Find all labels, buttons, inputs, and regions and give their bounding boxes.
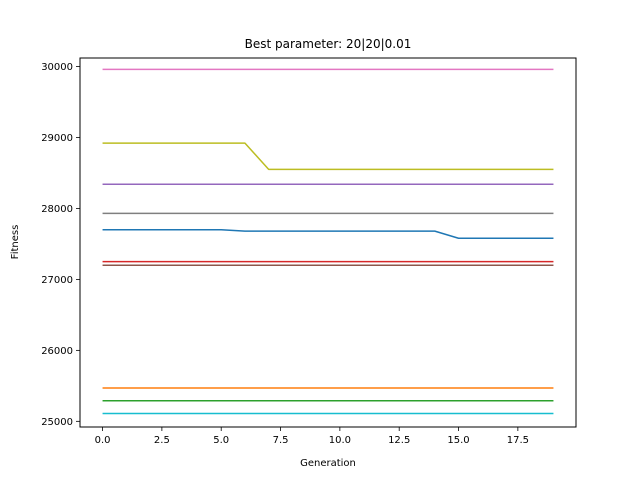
y-tick-label: 29000	[41, 133, 73, 144]
chart-title: Best parameter: 20|20|0.01	[245, 37, 412, 51]
x-tick-label: 10.0	[329, 435, 351, 446]
x-tick-label: 2.5	[154, 435, 170, 446]
x-tick-label: 0.0	[95, 435, 111, 446]
y-axis-label: Fitness	[10, 225, 21, 260]
x-tick-label: 5.0	[213, 435, 229, 446]
y-tick-label: 27000	[41, 275, 73, 286]
y-tick-label: 28000	[41, 204, 73, 215]
axes-frame	[79, 57, 577, 428]
x-tick-label: 15.0	[447, 435, 469, 446]
x-tick-label: 7.5	[273, 435, 289, 446]
y-tick-label: 25000	[41, 417, 73, 428]
y-tick-label: 26000	[41, 346, 73, 357]
x-axis-label: Generation	[300, 458, 356, 469]
x-tick-label: 17.5	[507, 435, 529, 446]
plot-area	[102, 68, 554, 415]
x-tick-label: 12.5	[388, 435, 410, 446]
series-line-9	[102, 142, 554, 171]
series-line-1	[102, 228, 554, 239]
y-tick-label: 30000	[41, 62, 73, 73]
